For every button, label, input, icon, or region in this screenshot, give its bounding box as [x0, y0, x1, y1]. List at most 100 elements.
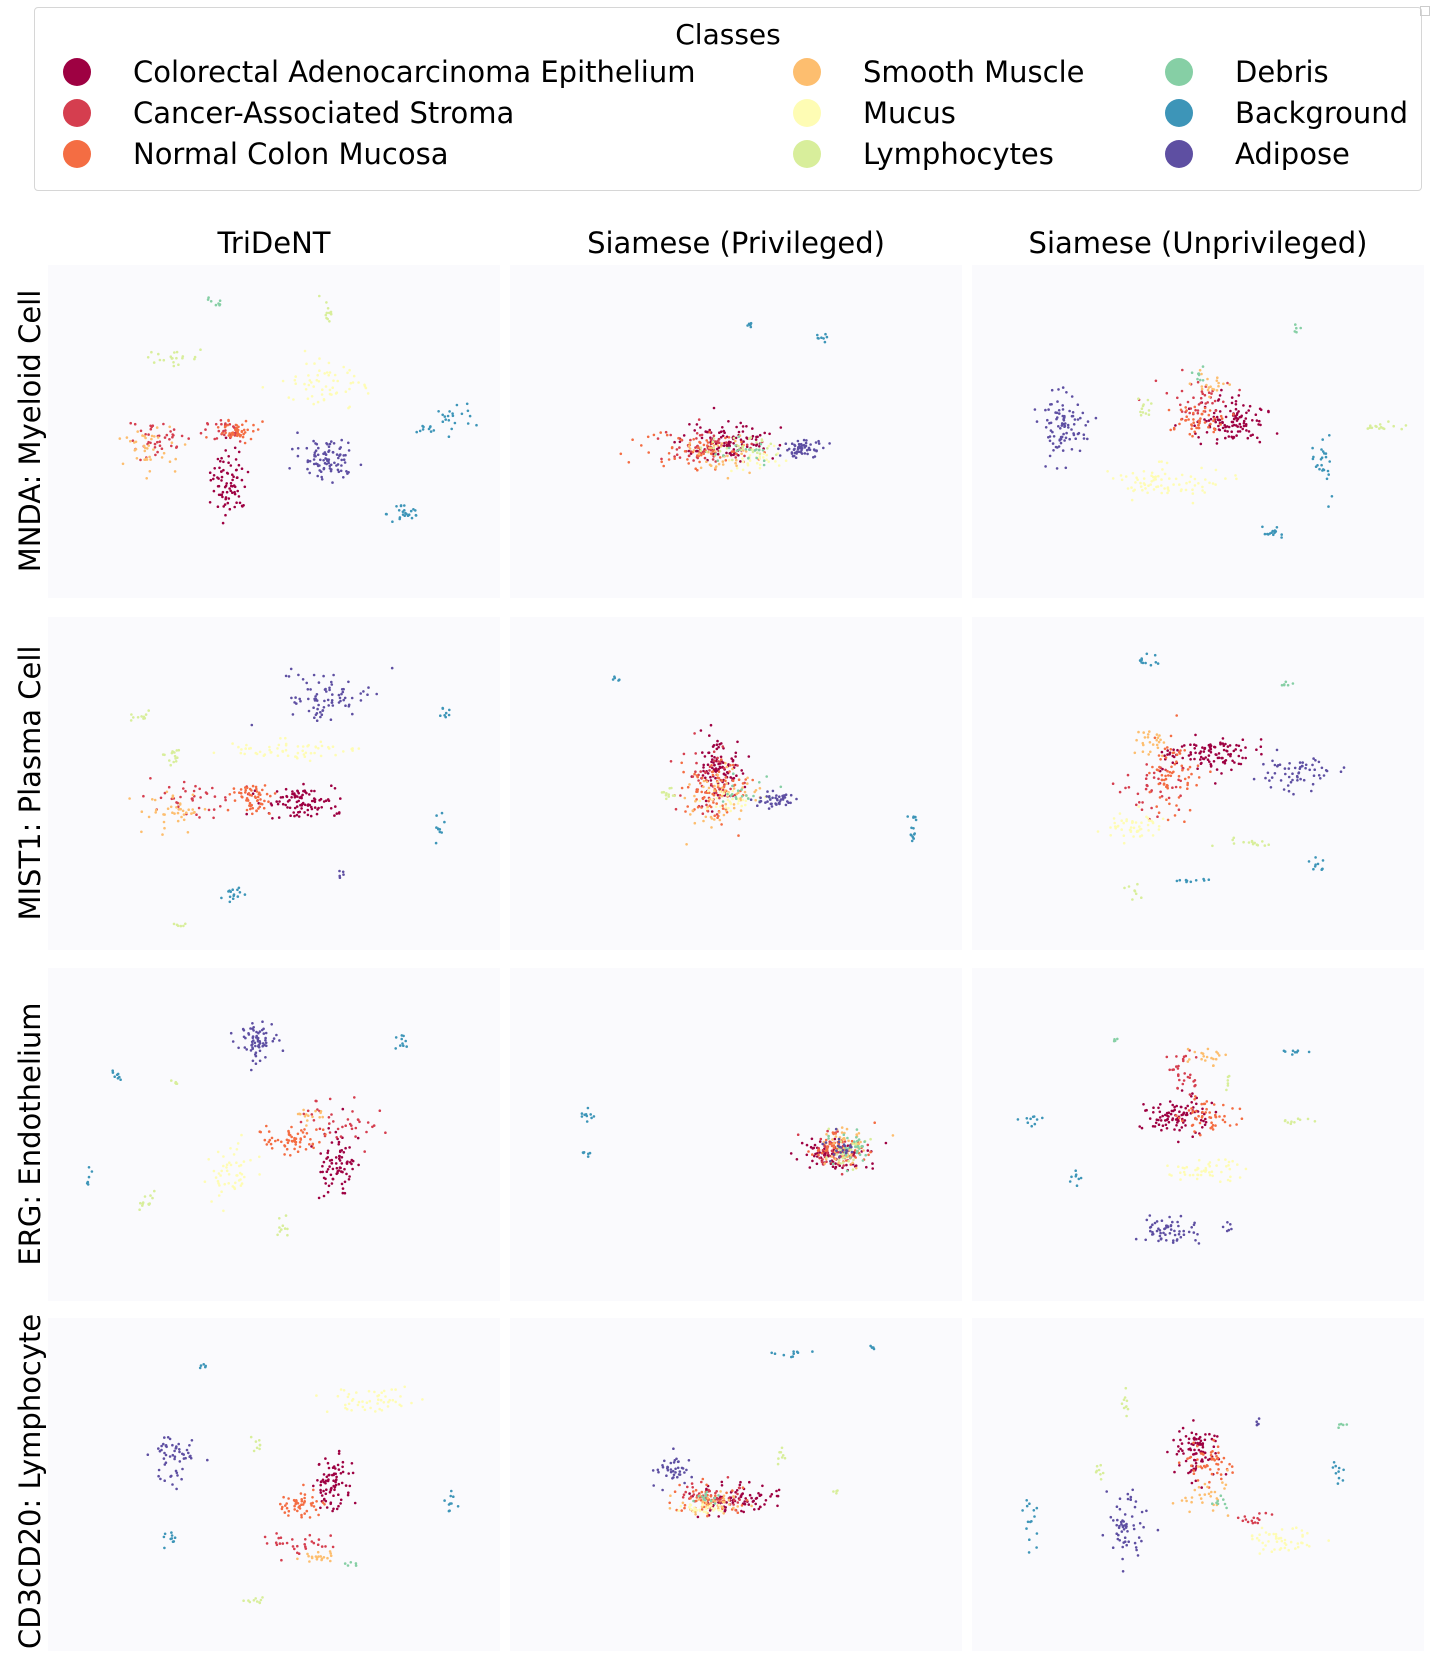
scatter-point: [254, 1597, 257, 1600]
scatter-point: [291, 790, 294, 793]
scatter-point: [337, 1140, 341, 1144]
scatter-point: [751, 778, 754, 782]
scatter-point: [1247, 841, 1251, 844]
scatter-point: [716, 739, 719, 743]
scatter-point: [324, 1492, 328, 1496]
scatter-point: [688, 423, 691, 426]
scatter-point: [858, 1153, 862, 1157]
scatter-point: [1057, 445, 1061, 448]
scatter-point: [740, 452, 743, 455]
row-label: CD3CD20: Lymphocyte: [13, 1313, 47, 1649]
scatter-point: [276, 754, 280, 757]
point-cluster: [699, 436, 778, 462]
scatter-point: [1140, 407, 1144, 410]
scatter-point: [226, 423, 229, 427]
scatter-point: [688, 1492, 691, 1495]
scatter-point: [177, 748, 181, 752]
scatter-point: [169, 430, 172, 433]
scatter-point: [444, 711, 448, 715]
scatter-point: [327, 1127, 331, 1130]
scatter-point: [330, 1486, 333, 1490]
scatter-point: [734, 751, 738, 755]
scatter-point: [1214, 483, 1217, 486]
scatter-point: [1258, 1518, 1261, 1522]
scatter-point: [1207, 425, 1210, 429]
scatter-point: [1162, 1231, 1165, 1235]
scatter-point: [712, 444, 716, 447]
scatter-point: [1167, 1120, 1171, 1124]
scatter-point: [1382, 427, 1386, 431]
scatter-point: [326, 698, 330, 702]
scatter-point: [264, 1039, 267, 1042]
scatter-point: [789, 801, 792, 805]
scatter-point: [1331, 1466, 1335, 1469]
scatter-point: [291, 1545, 295, 1548]
scatter-point: [1200, 1057, 1203, 1061]
scatter-point: [1033, 1122, 1037, 1126]
scatter-point: [832, 1490, 835, 1493]
scatter-point: [305, 446, 309, 450]
scatter-point: [1168, 751, 1172, 754]
scatter-point: [331, 1509, 334, 1513]
scatter-point: [741, 430, 745, 433]
scatter-point: [1178, 1078, 1181, 1082]
scatter-point: [236, 888, 239, 892]
scatter-point: [286, 754, 290, 757]
scatter-point: [749, 436, 753, 439]
scatter-point: [1252, 1516, 1256, 1520]
scatter-point: [312, 1488, 315, 1492]
point-cluster: [906, 815, 918, 843]
scatter-point: [274, 1139, 277, 1143]
scatter-point: [258, 1601, 262, 1605]
scatter-point: [1113, 821, 1116, 825]
scatter-point: [233, 799, 237, 802]
scatter-point: [1219, 1494, 1223, 1497]
scatter-point: [1199, 1443, 1202, 1446]
scatter-point: [709, 775, 712, 779]
scatter-point: [590, 1116, 593, 1120]
scatter-point: [766, 790, 769, 793]
scatter-point: [1379, 425, 1383, 429]
scatter-point: [1206, 758, 1210, 761]
point-cluster: [1165, 1049, 1198, 1096]
scatter-point: [1296, 1117, 1300, 1120]
scatter-point: [756, 804, 759, 807]
scatter-point: [755, 441, 758, 444]
scatter-point: [346, 1395, 350, 1399]
point-cluster: [1177, 1438, 1234, 1489]
scatter-point: [1263, 844, 1267, 847]
scatter-point: [1224, 742, 1227, 746]
scatter-point: [224, 449, 227, 452]
scatter-point: [316, 373, 320, 377]
scatter-point: [912, 816, 915, 819]
scatter-point: [737, 834, 740, 837]
scatter-point: [783, 796, 786, 799]
scatter-point: [762, 459, 766, 462]
scatter-point: [1193, 477, 1197, 481]
scatter-point: [256, 428, 260, 431]
scatter-point: [175, 1487, 178, 1491]
point-cluster: [187, 419, 242, 443]
scatter-point: [1307, 860, 1311, 863]
scatter-point: [1154, 661, 1158, 664]
scatter-point: [787, 447, 791, 451]
scatter-point: [717, 811, 721, 814]
scatter-point: [665, 433, 669, 437]
scatter-point: [732, 1503, 735, 1506]
scatter-point: [1035, 1506, 1039, 1510]
scatter-point: [697, 418, 701, 421]
scatter-point: [773, 1352, 777, 1355]
scatter-point: [1154, 478, 1157, 481]
scatter-point: [1197, 482, 1200, 485]
scatter-point: [1321, 450, 1325, 453]
scatter-point: [229, 464, 233, 467]
scatter-point: [770, 805, 774, 808]
scatter-point: [296, 1509, 299, 1513]
scatter-point: [740, 788, 743, 791]
scatter-point: [735, 1489, 739, 1492]
scatter-point: [1215, 379, 1219, 382]
scatter-point: [255, 1034, 258, 1038]
scatter-point: [338, 696, 342, 700]
scatter-point: [142, 794, 145, 798]
scatter-point: [1171, 754, 1175, 758]
